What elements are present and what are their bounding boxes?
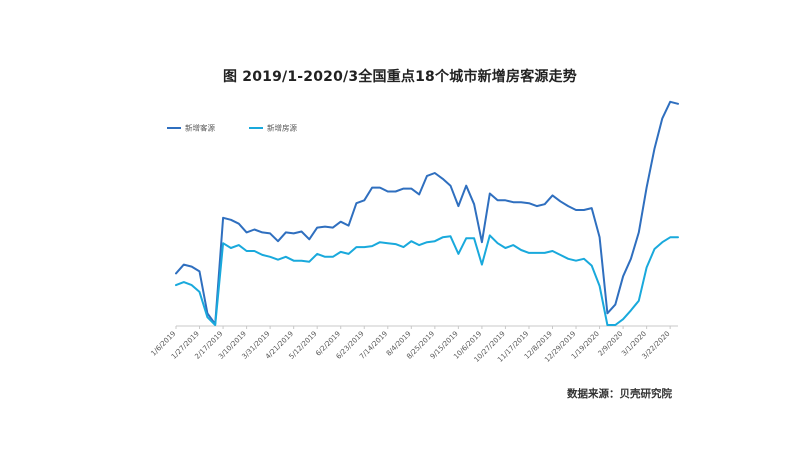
series-line-new-supply xyxy=(175,234,679,326)
chart-title: 图 2019/1-2020/3全国重点18个城市新增房客源走势 xyxy=(222,69,577,85)
legend-label: 新增房源 xyxy=(267,123,297,133)
legend-label: 新增客源 xyxy=(185,123,215,133)
series-line-new-demand xyxy=(175,100,679,326)
data-source-note: 数据来源：贝壳研究院 xyxy=(567,388,672,400)
